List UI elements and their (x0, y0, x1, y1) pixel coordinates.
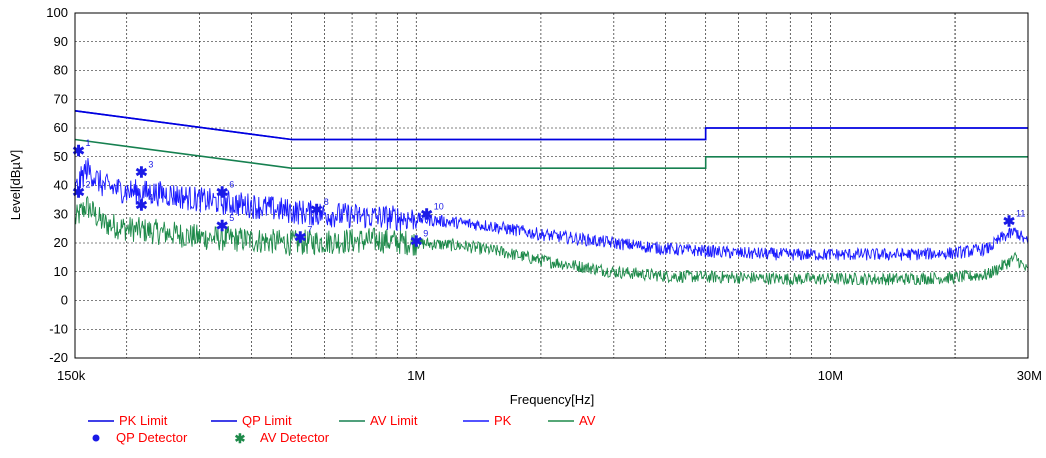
marker-symbol: ✱ (420, 206, 433, 223)
marker-10: ✱ 10 (420, 201, 443, 223)
marker-label: 3 (148, 160, 153, 170)
trace-av (74, 195, 1029, 286)
marker-label: 4 (148, 193, 153, 203)
legend-label: QP Detector (116, 430, 188, 445)
y-tick-label: 20 (54, 235, 68, 250)
legend-label: AV (579, 413, 596, 428)
legend-label: AV Limit (370, 413, 418, 428)
marker-symbol: ✱ (72, 143, 85, 160)
marker-symbol: ✱ (72, 185, 85, 202)
marker-symbol: ✱ (294, 229, 307, 246)
marker-symbol: ✱ (410, 234, 423, 251)
av-detector-star-icon: ✱ (235, 431, 246, 446)
marker-symbol: ✱ (310, 202, 323, 219)
marker-label: 1 (86, 138, 91, 148)
marker-9: ✱ 9 (410, 229, 428, 251)
marker-2: ✱ 2 (72, 180, 90, 202)
marker-3: ✱ 3 (135, 160, 153, 182)
x-tick-label: 10M (818, 368, 843, 383)
limit-line-av-limit (74, 138, 1028, 169)
x-tick-label: 150k (57, 368, 86, 383)
y-tick-label: 50 (54, 149, 68, 164)
y-tick-label: 40 (54, 178, 68, 193)
marker-1: ✱ 1 (72, 138, 90, 160)
marker-label: 10 (434, 201, 444, 211)
qp-detector-dot-icon (92, 434, 100, 442)
measurement-traces (74, 158, 1029, 286)
marker-label: 8 (324, 197, 329, 207)
y-tick-label: 0 (61, 293, 68, 308)
marker-label: 5 (229, 213, 234, 223)
x-tick-label: 30M (1017, 368, 1042, 383)
plot-frame (74, 12, 1029, 359)
marker-symbol: ✱ (216, 218, 229, 235)
y-tick-label: 90 (54, 34, 68, 49)
y-tick-label: -10 (49, 321, 68, 336)
legend-label: AV Detector (260, 430, 330, 445)
marker-7: ✱ 7 (294, 224, 312, 246)
x-axis-label: Frequency[Hz] (510, 392, 595, 407)
marker-11: ✱ 11 (1003, 208, 1026, 230)
limit-line-qp-limit (74, 110, 1028, 141)
marker-label: 11 (1016, 208, 1025, 218)
y-tick-label: 30 (54, 206, 68, 221)
marker-symbol: ✱ (216, 185, 229, 202)
legend-label: QP Limit (242, 413, 292, 428)
y-tick-label: 70 (54, 91, 68, 106)
marker-symbol: ✱ (135, 165, 148, 182)
marker-symbol: ✱ (1003, 213, 1016, 230)
y-tick-label: 10 (54, 264, 68, 279)
legend-label: PK Limit (119, 413, 168, 428)
marker-label: 6 (229, 180, 234, 190)
legend: PK Limit QP Limit AV Limit PK AV QP Detector ✱… (88, 413, 596, 446)
marker-label: 9 (423, 229, 428, 239)
y-tick-label: 60 (54, 120, 68, 135)
limit-lines (74, 110, 1028, 169)
marker-5: ✱ 5 (216, 213, 234, 235)
y-tick-label: 100 (46, 5, 68, 20)
marker-label: 7 (307, 224, 312, 234)
marker-8: ✱ 8 (310, 197, 328, 219)
x-tick-label: 1M (407, 368, 425, 383)
trace-pk (74, 158, 1029, 261)
y-axis-label: Level[dBµV] (8, 150, 23, 220)
marker-6: ✱ 6 (216, 180, 234, 202)
x-tick-labels: 150k 1M 10M 30M (57, 368, 1042, 383)
legend-label: PK (494, 413, 512, 428)
marker-symbol: ✱ (135, 198, 148, 215)
y-tick-label: -20 (49, 350, 68, 365)
marker-label: 2 (86, 180, 91, 190)
y-tick-label: 80 (54, 63, 68, 78)
marker-4: ✱ 4 (135, 193, 153, 215)
grid (75, 12, 1028, 359)
detector-markers: ✱ 1✱ 2✱ 3✱ 4✱ 5✱ 6✱ 7✱ 8✱ 9✱ 10✱ 11 (72, 138, 1025, 251)
